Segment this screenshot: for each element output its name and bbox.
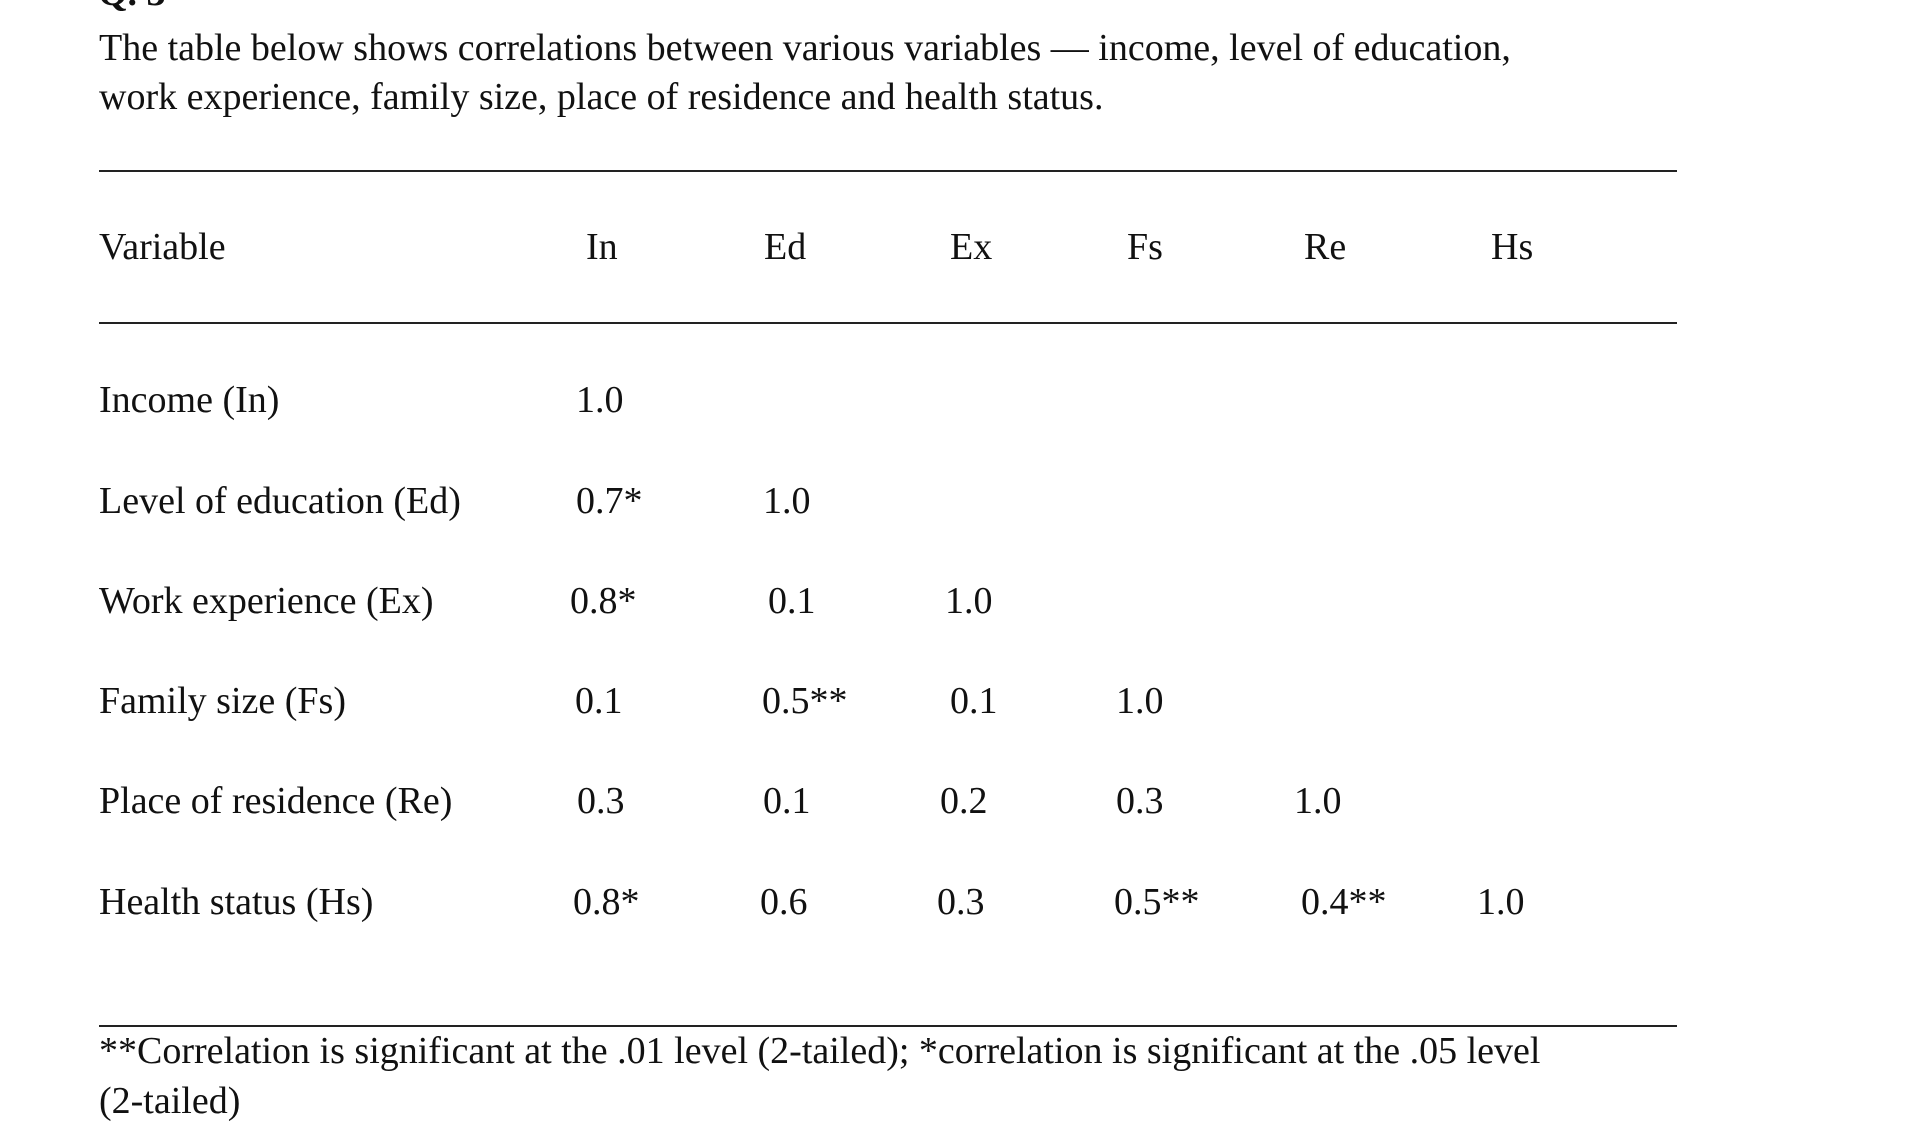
table-footnote: **Correlation is significant at the .01 … xyxy=(99,1026,1540,1126)
cell-in-in: 1.0 xyxy=(576,379,624,421)
header-hs: Hs xyxy=(1491,226,1534,268)
intro-line-1: The table below shows correlations betwe… xyxy=(99,27,1511,69)
row-label-education: Level of education (Ed) xyxy=(99,480,461,522)
cell-hs-in: 0.8* xyxy=(573,881,640,923)
cell-hs-hs: 1.0 xyxy=(1477,881,1525,923)
cell-fs-in: 0.1 xyxy=(575,680,623,722)
row-label-health: Health status (Hs) xyxy=(99,881,374,923)
table-top-rule xyxy=(99,170,1677,172)
row-label-experience: Work experience (Ex) xyxy=(99,580,434,622)
cell-re-fs: 0.3 xyxy=(1116,780,1164,822)
header-in: In xyxy=(586,226,618,268)
cell-hs-ex: 0.3 xyxy=(937,881,985,923)
cell-ed-in: 0.7* xyxy=(576,480,643,522)
cell-hs-fs: 0.5** xyxy=(1114,881,1200,923)
header-re: Re xyxy=(1304,226,1347,268)
cell-fs-fs: 1.0 xyxy=(1116,680,1164,722)
table-header-rule xyxy=(99,322,1677,324)
cell-ex-ed: 0.1 xyxy=(768,580,816,622)
intro-paragraph: The table below shows correlations betwe… xyxy=(99,24,1511,122)
intro-line-2: work experience, family size, place of r… xyxy=(99,76,1104,118)
footnote-line-1: **Correlation is significant at the .01 … xyxy=(99,1030,1541,1072)
cell-ex-ex: 1.0 xyxy=(945,580,993,622)
cell-fs-ed: 0.5** xyxy=(762,680,848,722)
cell-re-ed: 0.1 xyxy=(763,780,811,822)
row-label-family-size: Family size (Fs) xyxy=(99,680,346,722)
cell-hs-ed: 0.6 xyxy=(760,881,808,923)
header-ed: Ed xyxy=(764,226,807,268)
header-variable: Variable xyxy=(99,226,226,268)
cell-hs-re: 0.4** xyxy=(1301,881,1387,923)
row-label-residence: Place of residence (Re) xyxy=(99,780,453,822)
cell-re-ex: 0.2 xyxy=(940,780,988,822)
row-label-income: Income (In) xyxy=(99,379,280,421)
cell-re-in: 0.3 xyxy=(577,780,625,822)
header-fs: Fs xyxy=(1127,226,1163,268)
footnote-line-2: (2-tailed) xyxy=(99,1080,241,1122)
cell-ex-in: 0.8* xyxy=(570,580,637,622)
cell-re-re: 1.0 xyxy=(1294,780,1342,822)
table-bottom-rule xyxy=(99,1025,1677,1027)
header-ex: Ex xyxy=(950,226,993,268)
cell-ed-ed: 1.0 xyxy=(763,480,811,522)
question-number: Q. 3 xyxy=(98,0,166,12)
cell-fs-ex: 0.1 xyxy=(950,680,998,722)
